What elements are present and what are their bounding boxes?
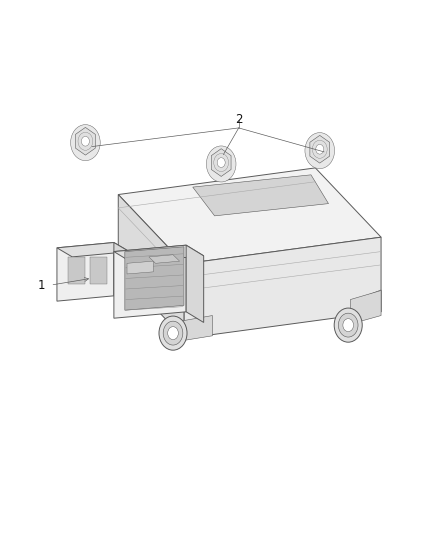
Polygon shape xyxy=(57,243,129,257)
Circle shape xyxy=(334,308,362,342)
Polygon shape xyxy=(118,168,381,264)
Polygon shape xyxy=(184,237,381,338)
Polygon shape xyxy=(114,245,204,262)
Circle shape xyxy=(71,125,100,160)
Polygon shape xyxy=(310,135,330,163)
Polygon shape xyxy=(75,127,95,155)
Text: 2: 2 xyxy=(235,114,243,126)
Polygon shape xyxy=(57,243,114,301)
Circle shape xyxy=(305,133,335,168)
Polygon shape xyxy=(173,316,212,342)
Polygon shape xyxy=(186,245,204,322)
Circle shape xyxy=(217,158,225,167)
Polygon shape xyxy=(118,195,184,338)
Text: 1: 1 xyxy=(38,279,46,292)
Polygon shape xyxy=(114,245,186,318)
Polygon shape xyxy=(211,149,231,176)
Polygon shape xyxy=(125,247,184,310)
Polygon shape xyxy=(149,255,180,263)
Polygon shape xyxy=(114,243,129,305)
Circle shape xyxy=(159,316,187,350)
Circle shape xyxy=(339,313,358,337)
Circle shape xyxy=(163,321,183,345)
Circle shape xyxy=(206,146,236,182)
Polygon shape xyxy=(350,290,381,324)
Circle shape xyxy=(343,319,353,332)
Polygon shape xyxy=(127,261,153,274)
Polygon shape xyxy=(68,257,85,284)
Circle shape xyxy=(81,136,89,146)
Polygon shape xyxy=(90,257,107,284)
Circle shape xyxy=(168,327,178,340)
Circle shape xyxy=(316,144,324,154)
Polygon shape xyxy=(193,175,328,216)
Polygon shape xyxy=(359,290,381,320)
